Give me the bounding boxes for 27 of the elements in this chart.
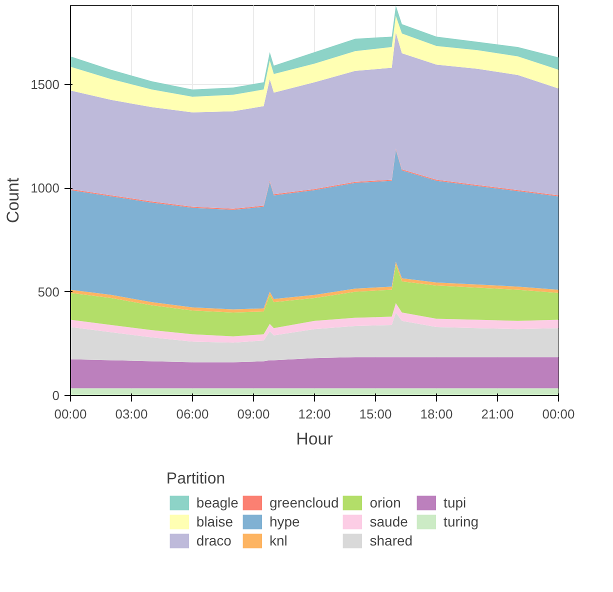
y-axis-title: Count <box>4 178 23 224</box>
legend-label: hype <box>269 512 300 530</box>
x-tick-label: 12:00 <box>298 406 331 422</box>
x-tick-label: 06:00 <box>176 406 209 422</box>
y-tick-label: 1000 <box>30 180 60 196</box>
x-tick-label: 15:00 <box>359 406 392 422</box>
y-tick-label: 1500 <box>30 76 60 92</box>
x-tick-label: 09:00 <box>237 406 270 422</box>
x-tick-label: 18:00 <box>420 406 453 422</box>
legend-label: beagle <box>196 494 238 512</box>
x-tick-label: 00:00 <box>54 406 87 422</box>
legend-label: greencloud <box>269 494 339 512</box>
legend-label: tupi <box>444 494 466 512</box>
legend-title: Partition <box>166 470 226 488</box>
y-tick-label: 0 <box>52 388 60 403</box>
legend-label: blaise <box>196 512 234 530</box>
y-tick-label: 500 <box>38 284 60 300</box>
legend-label: turing <box>444 512 479 530</box>
x-tick-label: 00:00 <box>542 406 575 422</box>
legend-label: orion <box>370 494 401 512</box>
x-axis-title: Hour <box>296 430 334 448</box>
legend-label: draco <box>196 532 232 550</box>
legend-label: saude <box>370 512 408 530</box>
x-tick-label: 03:00 <box>115 406 148 422</box>
legend-label: knl <box>269 532 288 550</box>
legend-label: shared <box>370 532 413 550</box>
x-tick-label: 21:00 <box>481 406 514 422</box>
